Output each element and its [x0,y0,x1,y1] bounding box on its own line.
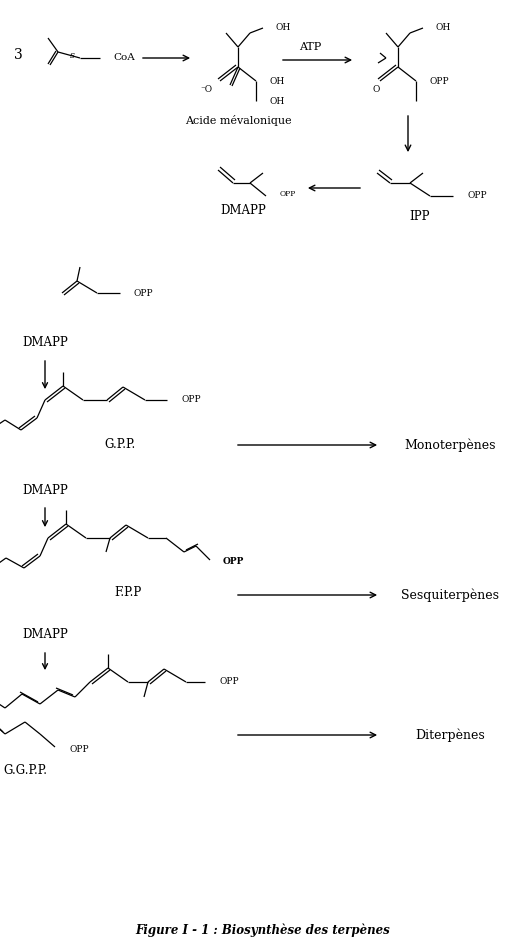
Text: Acide mévalonique: Acide mévalonique [185,115,291,125]
Text: Figure I - 1 : Biosynthèse des terpènes: Figure I - 1 : Biosynthèse des terpènes [136,923,390,937]
Text: OPP: OPP [220,677,240,687]
Text: G.P.P.: G.P.P. [104,439,136,451]
Text: OPP: OPP [467,192,487,200]
Text: OPP: OPP [430,77,450,86]
Text: OH: OH [276,24,291,32]
Text: OH: OH [270,97,285,105]
Text: Diterpènes: Diterpènes [415,729,485,742]
Text: OPP: OPP [280,190,296,198]
Text: DMAPP: DMAPP [22,629,68,641]
Text: G.G.P.P.: G.G.P.P. [3,764,47,776]
Text: OPP: OPP [134,289,154,297]
Text: CoA: CoA [113,53,135,63]
Text: Monoterpènes: Monoterpènes [404,438,495,452]
Text: DMAPP: DMAPP [22,484,68,497]
Text: ATP: ATP [299,42,321,52]
Text: DMAPP: DMAPP [22,336,68,350]
Text: OH: OH [436,24,451,32]
Text: F.P.P: F.P.P [114,586,141,599]
Text: OPP: OPP [223,558,245,566]
Text: O: O [372,86,380,94]
Text: OPP: OPP [70,746,89,754]
Text: OH: OH [270,77,285,86]
Text: Sesquiterpènes: Sesquiterpènes [401,588,499,601]
Text: IPP: IPP [410,210,430,222]
Text: DMAPP: DMAPP [220,203,266,217]
Text: s: s [69,50,75,60]
Text: ⁻O: ⁻O [200,86,212,94]
Text: 3: 3 [14,48,23,62]
Text: OPP: OPP [181,395,200,405]
